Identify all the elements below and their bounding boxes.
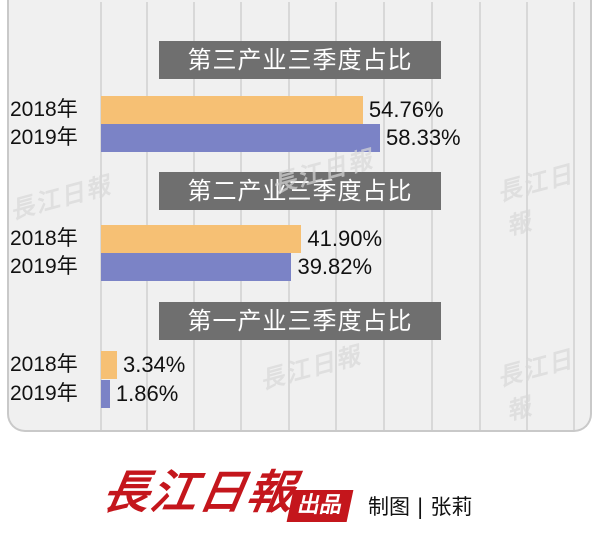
year-label: 2018年 xyxy=(10,98,78,121)
year-label: 2019年 xyxy=(10,255,78,278)
bar xyxy=(101,225,302,253)
data-label: 58.33% xyxy=(386,125,461,150)
year-label: 2019年 xyxy=(10,126,78,149)
data-label: 3.34% xyxy=(122,352,186,377)
data-label: 41.90% xyxy=(307,226,383,251)
bar xyxy=(101,351,117,379)
year-label: 2019年 xyxy=(10,382,78,405)
year-label: 2018年 xyxy=(10,353,78,376)
produced-badge: 出品 xyxy=(286,490,354,522)
group-title: 第二产业三季度占比 xyxy=(159,172,441,210)
data-label: 39.82% xyxy=(297,254,373,279)
footer: 長江日報 出品 制图 | 张莉 xyxy=(0,452,600,532)
bar xyxy=(101,96,363,124)
newspaper-logo: 長江日報 xyxy=(98,465,301,519)
group-title: 第三产业三季度占比 xyxy=(159,41,441,79)
bar xyxy=(101,380,110,408)
data-label: 54.76% xyxy=(368,97,444,122)
year-label: 2018年 xyxy=(10,227,78,250)
bar xyxy=(101,124,380,152)
bar xyxy=(101,253,292,281)
group-title: 第一产业三季度占比 xyxy=(159,302,441,340)
chart-credit: 制图 | 张莉 xyxy=(368,495,473,519)
data-label: 1.86% xyxy=(115,381,179,406)
